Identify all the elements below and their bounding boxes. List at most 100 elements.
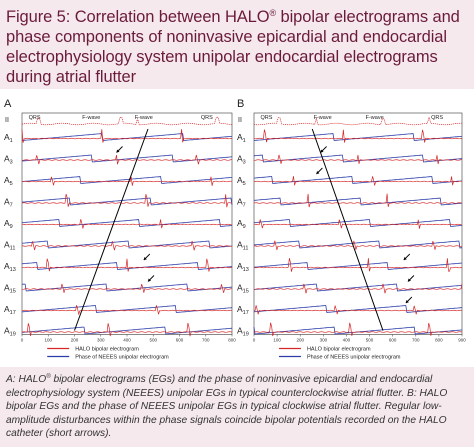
channel-label-subscript: 5 [243,181,246,187]
phase-trace [253,305,463,313]
channel-label-subscript: 1 [243,138,246,144]
phase-trace [21,133,233,141]
channel-label-subscript: 15 [10,289,16,295]
channel-label-subscript: 13 [10,267,16,273]
channel-label-subscript: 15 [243,289,249,295]
figure-header: Figure 5: Correlation between HALO® bipo… [0,0,474,89]
channel-label-subscript: 17 [10,310,16,316]
ecg-lead-label: II [238,117,242,124]
channel-label: A5 [4,175,13,187]
short-arrow-head [148,278,151,282]
channel-label: A17 [237,304,249,316]
channel-label: A13 [237,261,249,273]
x-tick-label: 600 [389,338,397,343]
channel-label: A15 [237,283,249,295]
title-text: Figure 5: Correlation between HALO [6,8,270,26]
channel-label: A9 [4,218,13,230]
channel-label: A1 [4,132,13,144]
x-tick-label: 800 [435,338,443,343]
phase-trace [253,197,463,206]
bipolar-trace [21,240,233,251]
x-tick-label: 100 [273,338,281,343]
bipolar-trace [21,283,233,293]
x-tick-label: 0 [253,338,256,343]
channel-label: A1 [237,132,246,144]
channel-label: A7 [237,197,246,209]
title-text-rest: bipolar electrograms and phase component… [6,8,460,86]
legend-label: HALO bipolar electrogram [307,347,371,353]
channel-label-subscript: 13 [243,267,249,273]
channel-label-subscript: 3 [243,160,246,166]
wave-label: F-wave [314,115,332,121]
channel-label-subscript: 5 [10,181,13,187]
short-arrow-head [320,149,324,153]
bipolar-trace [253,305,463,315]
phase-trace [253,176,463,184]
bipolar-trace [253,322,463,337]
bipolar-trace [253,240,463,250]
x-tick-label: 300 [320,338,328,343]
channel-label: A19 [4,326,16,338]
title-registered-mark: ® [269,8,277,18]
phase-trace [253,219,463,227]
caption-text-rest: bipolar electrograms (EGs) and the phase… [6,374,448,440]
short-arrow-head [316,171,320,174]
channel-label: A19 [237,326,249,338]
bipolar-trace [22,154,232,165]
phase-trace [21,176,233,184]
panel-letter: B [237,98,244,110]
x-tick-label: 100 [44,338,52,343]
short-arrow-head [116,149,120,153]
legend-label: HALO bipolar electrogram [75,347,139,353]
phase-trace [21,305,233,313]
panel-letter: A [4,98,12,110]
plot-frame [253,112,463,335]
short-arrow-head [407,278,411,282]
short-arrow-head [403,257,407,260]
phase-trace [253,240,463,249]
figure-caption: A: HALO® bipolar electrograms (EGs) and … [6,371,468,441]
bipolar-trace [21,258,233,272]
x-tick-label: 800 [228,338,236,343]
figure-title: Figure 5: Correlation between HALO® bipo… [6,3,468,87]
ecg-lead-label: II [5,117,9,124]
channel-label: A5 [237,175,246,187]
channel-label: A7 [4,197,13,209]
bipolar-trace [253,193,463,208]
bipolar-trace [253,176,463,186]
channel-label: A3 [4,154,13,166]
phase-trace [253,133,463,141]
wave-label: F-wave [135,115,153,121]
plot-frame [21,112,233,335]
channel-label-subscript: 1 [10,138,13,144]
propagation-line [74,128,149,331]
channel-label-subscript: 11 [10,246,16,252]
channel-label-subscript: 9 [10,224,13,230]
legend-label: Phase of NEEES unipolar electrogram [75,355,169,361]
phase-trace [21,262,233,270]
channel-label: A9 [237,218,246,230]
x-tick-label: 500 [366,338,374,343]
wave-label: F-wave [366,115,384,121]
channel-label: A11 [237,240,248,252]
caption-band: A: HALO® bipolar electrograms (EGs) and … [0,367,474,447]
bipolar-trace [253,283,463,294]
channel-label-subscript: 11 [243,246,249,252]
channel-label-subscript: 3 [10,160,13,166]
channel-label-subscript: 17 [243,310,249,316]
channel-label: A13 [4,261,16,273]
bipolar-trace [253,129,463,143]
phase-trace [21,219,233,227]
phase-trace [253,283,463,292]
phase-trace [253,262,463,270]
phase-trace [21,197,233,206]
x-tick-label: 400 [343,338,351,343]
phase-trace [21,283,233,292]
wave-label: F-wave [82,115,100,121]
wave-label: QRS [29,115,41,121]
x-tick-label: 200 [71,338,79,343]
short-arrow-head [143,257,147,260]
x-tick-label: 200 [296,338,304,343]
bipolar-trace [21,129,233,143]
